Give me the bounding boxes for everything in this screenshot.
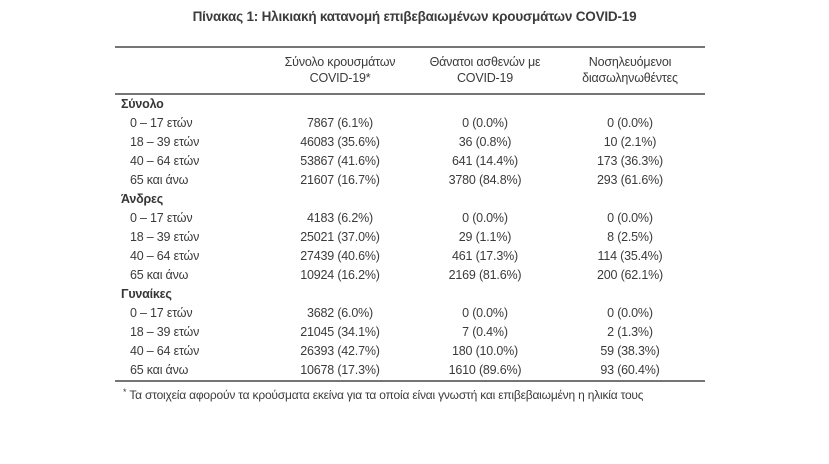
intubated-value: 59 (38.3%) <box>600 344 660 358</box>
deaths-value: 1610 (89.6%) <box>448 363 522 377</box>
section-header-total: Σύνολο <box>115 94 705 114</box>
table-row: 40 – 64 ετών 53867 (41.6%) 641 (14.4%) 1… <box>115 152 705 171</box>
cases-value: 3682 (6.0%) <box>307 306 373 320</box>
table-row: 0 – 17 ετών 7867 (6.1%) 0 (0.0%) 0 (0.0%… <box>115 114 705 133</box>
table-title: Πίνακας 1: Ηλικιακή κατανομή επιβεβαιωμέ… <box>192 9 637 24</box>
intubated-value: 0 (0.0%) <box>607 211 653 225</box>
deaths-value: 7 (0.4%) <box>462 325 508 339</box>
intubated-value: 10 (2.1%) <box>603 135 657 149</box>
deaths-value: 2169 (81.6%) <box>448 268 522 282</box>
deaths-value: 0 (0.0%) <box>462 306 508 320</box>
header-cases: Σύνολο κρουσμάτων COVID-19* <box>265 47 415 94</box>
covid-age-distribution-table: Σύνολο κρουσμάτων COVID-19* Θάνατοι ασθε… <box>115 46 705 382</box>
age-label: 0 – 17 ετών <box>130 211 193 225</box>
age-label: 0 – 17 ετών <box>130 306 193 320</box>
table-row: 18 – 39 ετών 25021 (37.0%) 29 (1.1%) 8 (… <box>115 228 705 247</box>
cases-value: 4183 (6.2%) <box>307 211 373 225</box>
table-row: 65 και άνω 10924 (16.2%) 2169 (81.6%) 20… <box>115 266 705 285</box>
footnote-asterisk: * <box>123 387 127 397</box>
table-row: 40 – 64 ετών 27439 (40.6%) 461 (17.3%) 1… <box>115 247 705 266</box>
header-intubated-line1: Νοσηλευόμενοι <box>588 55 672 69</box>
table-header: Σύνολο κρουσμάτων COVID-19* Θάνατοι ασθε… <box>115 47 705 94</box>
intubated-value: 8 (2.5%) <box>607 230 653 244</box>
header-deaths: Θάνατοι ασθενών με COVID-19 <box>415 47 555 94</box>
table-row: 0 – 17 ετών 4183 (6.2%) 0 (0.0%) 0 (0.0%… <box>115 209 705 228</box>
header-intubated: Νοσηλευόμενοι διασωληνωθέντες <box>555 47 705 94</box>
cases-value: 26393 (42.7%) <box>300 344 380 358</box>
age-label: 0 – 17 ετών <box>130 116 193 130</box>
header-cases-line2: COVID-19* <box>309 71 371 85</box>
intubated-value: 2 (1.3%) <box>607 325 653 339</box>
deaths-value: 180 (10.0%) <box>452 344 518 358</box>
cases-value: 53867 (41.6%) <box>300 154 380 168</box>
table-row: 18 – 39 ετών 21045 (34.1%) 7 (0.4%) 2 (1… <box>115 323 705 342</box>
deaths-value: 641 (14.4%) <box>452 154 518 168</box>
age-label: 18 – 39 ετών <box>130 230 200 244</box>
age-label: 18 – 39 ετών <box>130 325 200 339</box>
cases-value: 46083 (35.6%) <box>300 135 380 149</box>
table-row: 65 και άνω 10678 (17.3%) 1610 (89.6%) 93… <box>115 361 705 381</box>
cases-value: 7867 (6.1%) <box>307 116 373 130</box>
intubated-value: 173 (36.3%) <box>597 154 663 168</box>
deaths-value: 29 (1.1%) <box>458 230 512 244</box>
deaths-value: 0 (0.0%) <box>462 116 508 130</box>
cases-value: 25021 (37.0%) <box>300 230 380 244</box>
age-label: 40 – 64 ετών <box>130 344 200 358</box>
table-row: 40 – 64 ετών 26393 (42.7%) 180 (10.0%) 5… <box>115 342 705 361</box>
deaths-value: 3780 (84.8%) <box>448 173 522 187</box>
table-footnote: * Τα στοιχεία αφορούν τα κρούσματα εκείνα… <box>115 387 723 402</box>
age-label: 65 και άνω <box>130 363 189 377</box>
section-header-men: Άνδρες <box>115 190 705 209</box>
header-deaths-line1: Θάνατοι ασθενών με <box>429 55 541 69</box>
deaths-value: 0 (0.0%) <box>462 211 508 225</box>
cases-value: 10924 (16.2%) <box>300 268 380 282</box>
deaths-value: 36 (0.8%) <box>458 135 512 149</box>
age-label: 18 – 39 ετών <box>130 135 200 149</box>
intubated-value: 114 (35.4%) <box>597 249 663 263</box>
intubated-value: 0 (0.0%) <box>607 306 653 320</box>
section-label: Σύνολο <box>121 97 164 111</box>
cases-value: 21607 (16.7%) <box>300 173 380 187</box>
header-empty-cell <box>115 47 265 94</box>
section-label: Γυναίκες <box>121 287 172 301</box>
table-row: 0 – 17 ετών 3682 (6.0%) 0 (0.0%) 0 (0.0%… <box>115 304 705 323</box>
footnote-text: Τα στοιχεία αφορούν τα κρούσματα εκείνα … <box>129 388 644 402</box>
intubated-value: 293 (61.6%) <box>597 173 663 187</box>
section-label: Άνδρες <box>121 192 164 206</box>
header-intubated-line2: διασωληνωθέντες <box>582 71 678 85</box>
table-body: Σύνολο 0 – 17 ετών 7867 (6.1%) 0 (0.0%) … <box>115 94 705 381</box>
age-label: 40 – 64 ετών <box>130 154 200 168</box>
intubated-value: 93 (60.4%) <box>600 363 660 377</box>
intubated-value: 200 (62.1%) <box>597 268 663 282</box>
header-deaths-line2: COVID-19 <box>456 71 514 85</box>
cases-value: 10678 (17.3%) <box>300 363 380 377</box>
age-label: 40 – 64 ετών <box>130 249 200 263</box>
intubated-value: 0 (0.0%) <box>607 116 653 130</box>
age-label: 65 και άνω <box>130 268 189 282</box>
table-row: 18 – 39 ετών 46083 (35.6%) 36 (0.8%) 10 … <box>115 133 705 152</box>
cases-value: 21045 (34.1%) <box>300 325 380 339</box>
table-row: 65 και άνω 21607 (16.7%) 3780 (84.8%) 29… <box>115 171 705 190</box>
cases-value: 27439 (40.6%) <box>300 249 380 263</box>
deaths-value: 461 (17.3%) <box>452 249 518 263</box>
header-cases-line1: Σύνολο κρουσμάτων <box>284 55 396 69</box>
age-label: 65 και άνω <box>130 173 189 187</box>
header-row: Σύνολο κρουσμάτων COVID-19* Θάνατοι ασθε… <box>115 47 705 94</box>
section-header-women: Γυναίκες <box>115 285 705 304</box>
